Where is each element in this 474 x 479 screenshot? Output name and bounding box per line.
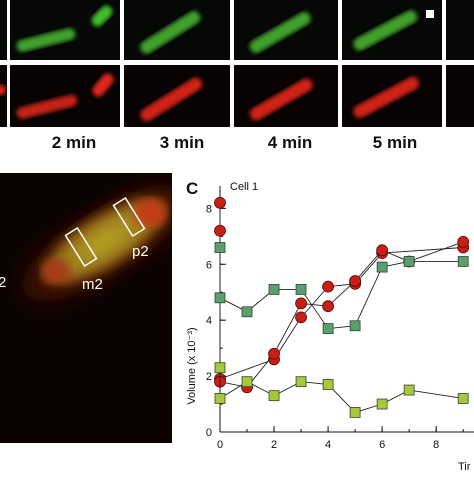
y-tick-label: 2: [206, 371, 212, 383]
series-3-point: [376, 398, 388, 410]
series-2-line: [219, 247, 464, 330]
series-2-point: [295, 284, 307, 295]
green-frame-1: [0, 0, 7, 60]
red-frame-5: [342, 65, 442, 127]
time-label-4min: 4 min: [267, 133, 313, 152]
time-label-5min: 5 min: [372, 133, 418, 152]
series-0-point: [322, 280, 334, 293]
series-2-point: [214, 292, 226, 304]
green-frame-6: [446, 0, 474, 60]
series-3-point: [268, 390, 280, 402]
series-0-line: [219, 202, 464, 380]
x-axis-label: Tir: [458, 461, 471, 473]
series-1-point: [322, 300, 334, 313]
panel-letter: C: [186, 179, 198, 198]
series-2-point: [376, 261, 388, 273]
series-2-point: [349, 320, 361, 332]
x-tick-label: 0: [217, 439, 223, 451]
time-label-3min: 3 min: [159, 133, 205, 152]
series-3-point: [295, 376, 307, 388]
red-frame-6: [446, 65, 474, 127]
series-0-point: [295, 311, 307, 324]
red-frame-3: [124, 65, 230, 127]
series-2-point: [457, 256, 469, 267]
x-tick-label: 4: [325, 439, 331, 451]
series-3-point: [457, 393, 469, 404]
green-frame-5: [342, 0, 442, 60]
series-3-point: [241, 376, 253, 388]
red-frame-4: [234, 65, 338, 127]
y-tick-label: 8: [206, 203, 212, 215]
box-m2: [64, 226, 98, 268]
y-axis-label: Volume (x 10⁻³): [186, 327, 198, 404]
series-2-point: [214, 242, 226, 253]
series-3-point: [349, 407, 361, 418]
series-1-point: [268, 347, 280, 360]
series-0-point: [214, 196, 226, 209]
red-frame-1: [0, 65, 7, 127]
series-1-point: [457, 236, 470, 248]
series-3-point: [214, 362, 226, 374]
merged-micrograph: 2 m2 p2: [0, 173, 172, 443]
y-tick-label: 0: [206, 427, 212, 439]
volume-chart-svg: C Cell 1 Volume (x 10⁻³) Tir 0 2 4 6 8 0 2 4 6 8: [186, 179, 474, 473]
series-2-point: [241, 306, 253, 318]
green-frame-2: [10, 0, 120, 60]
box-p2: [112, 196, 146, 238]
y-tick-label: 6: [206, 259, 212, 271]
series-3-point: [214, 393, 226, 404]
edge-label: 2: [0, 274, 6, 291]
y-tick-label: 4: [206, 315, 212, 327]
series-1-point: [349, 275, 362, 287]
green-frame-4: [234, 0, 338, 60]
x-tick-label: 8: [433, 439, 439, 451]
series-3-point: [322, 379, 334, 390]
time-label-2min: 2 min: [51, 133, 97, 152]
label-m2: m2: [82, 276, 103, 293]
series-2-point: [403, 256, 415, 267]
series-0-point: [214, 224, 226, 237]
chart-title: Cell 1: [230, 181, 258, 193]
x-tick-label: 2: [271, 439, 277, 451]
volume-chart: C Cell 1 Volume (x 10⁻³) Tir 0 2 4 6 8 0 2 4 6 8: [176, 166, 474, 474]
series-2-point: [268, 284, 280, 295]
red-frame-2: [10, 65, 120, 127]
series-1-point: [376, 244, 389, 257]
series-3-line: [219, 367, 464, 413]
series-1-point: [295, 297, 307, 310]
x-tick-label: 6: [379, 439, 385, 451]
series-2-point: [322, 323, 334, 334]
label-p2: p2: [132, 243, 149, 260]
series-3-point: [403, 384, 415, 396]
green-frame-3: [124, 0, 230, 60]
